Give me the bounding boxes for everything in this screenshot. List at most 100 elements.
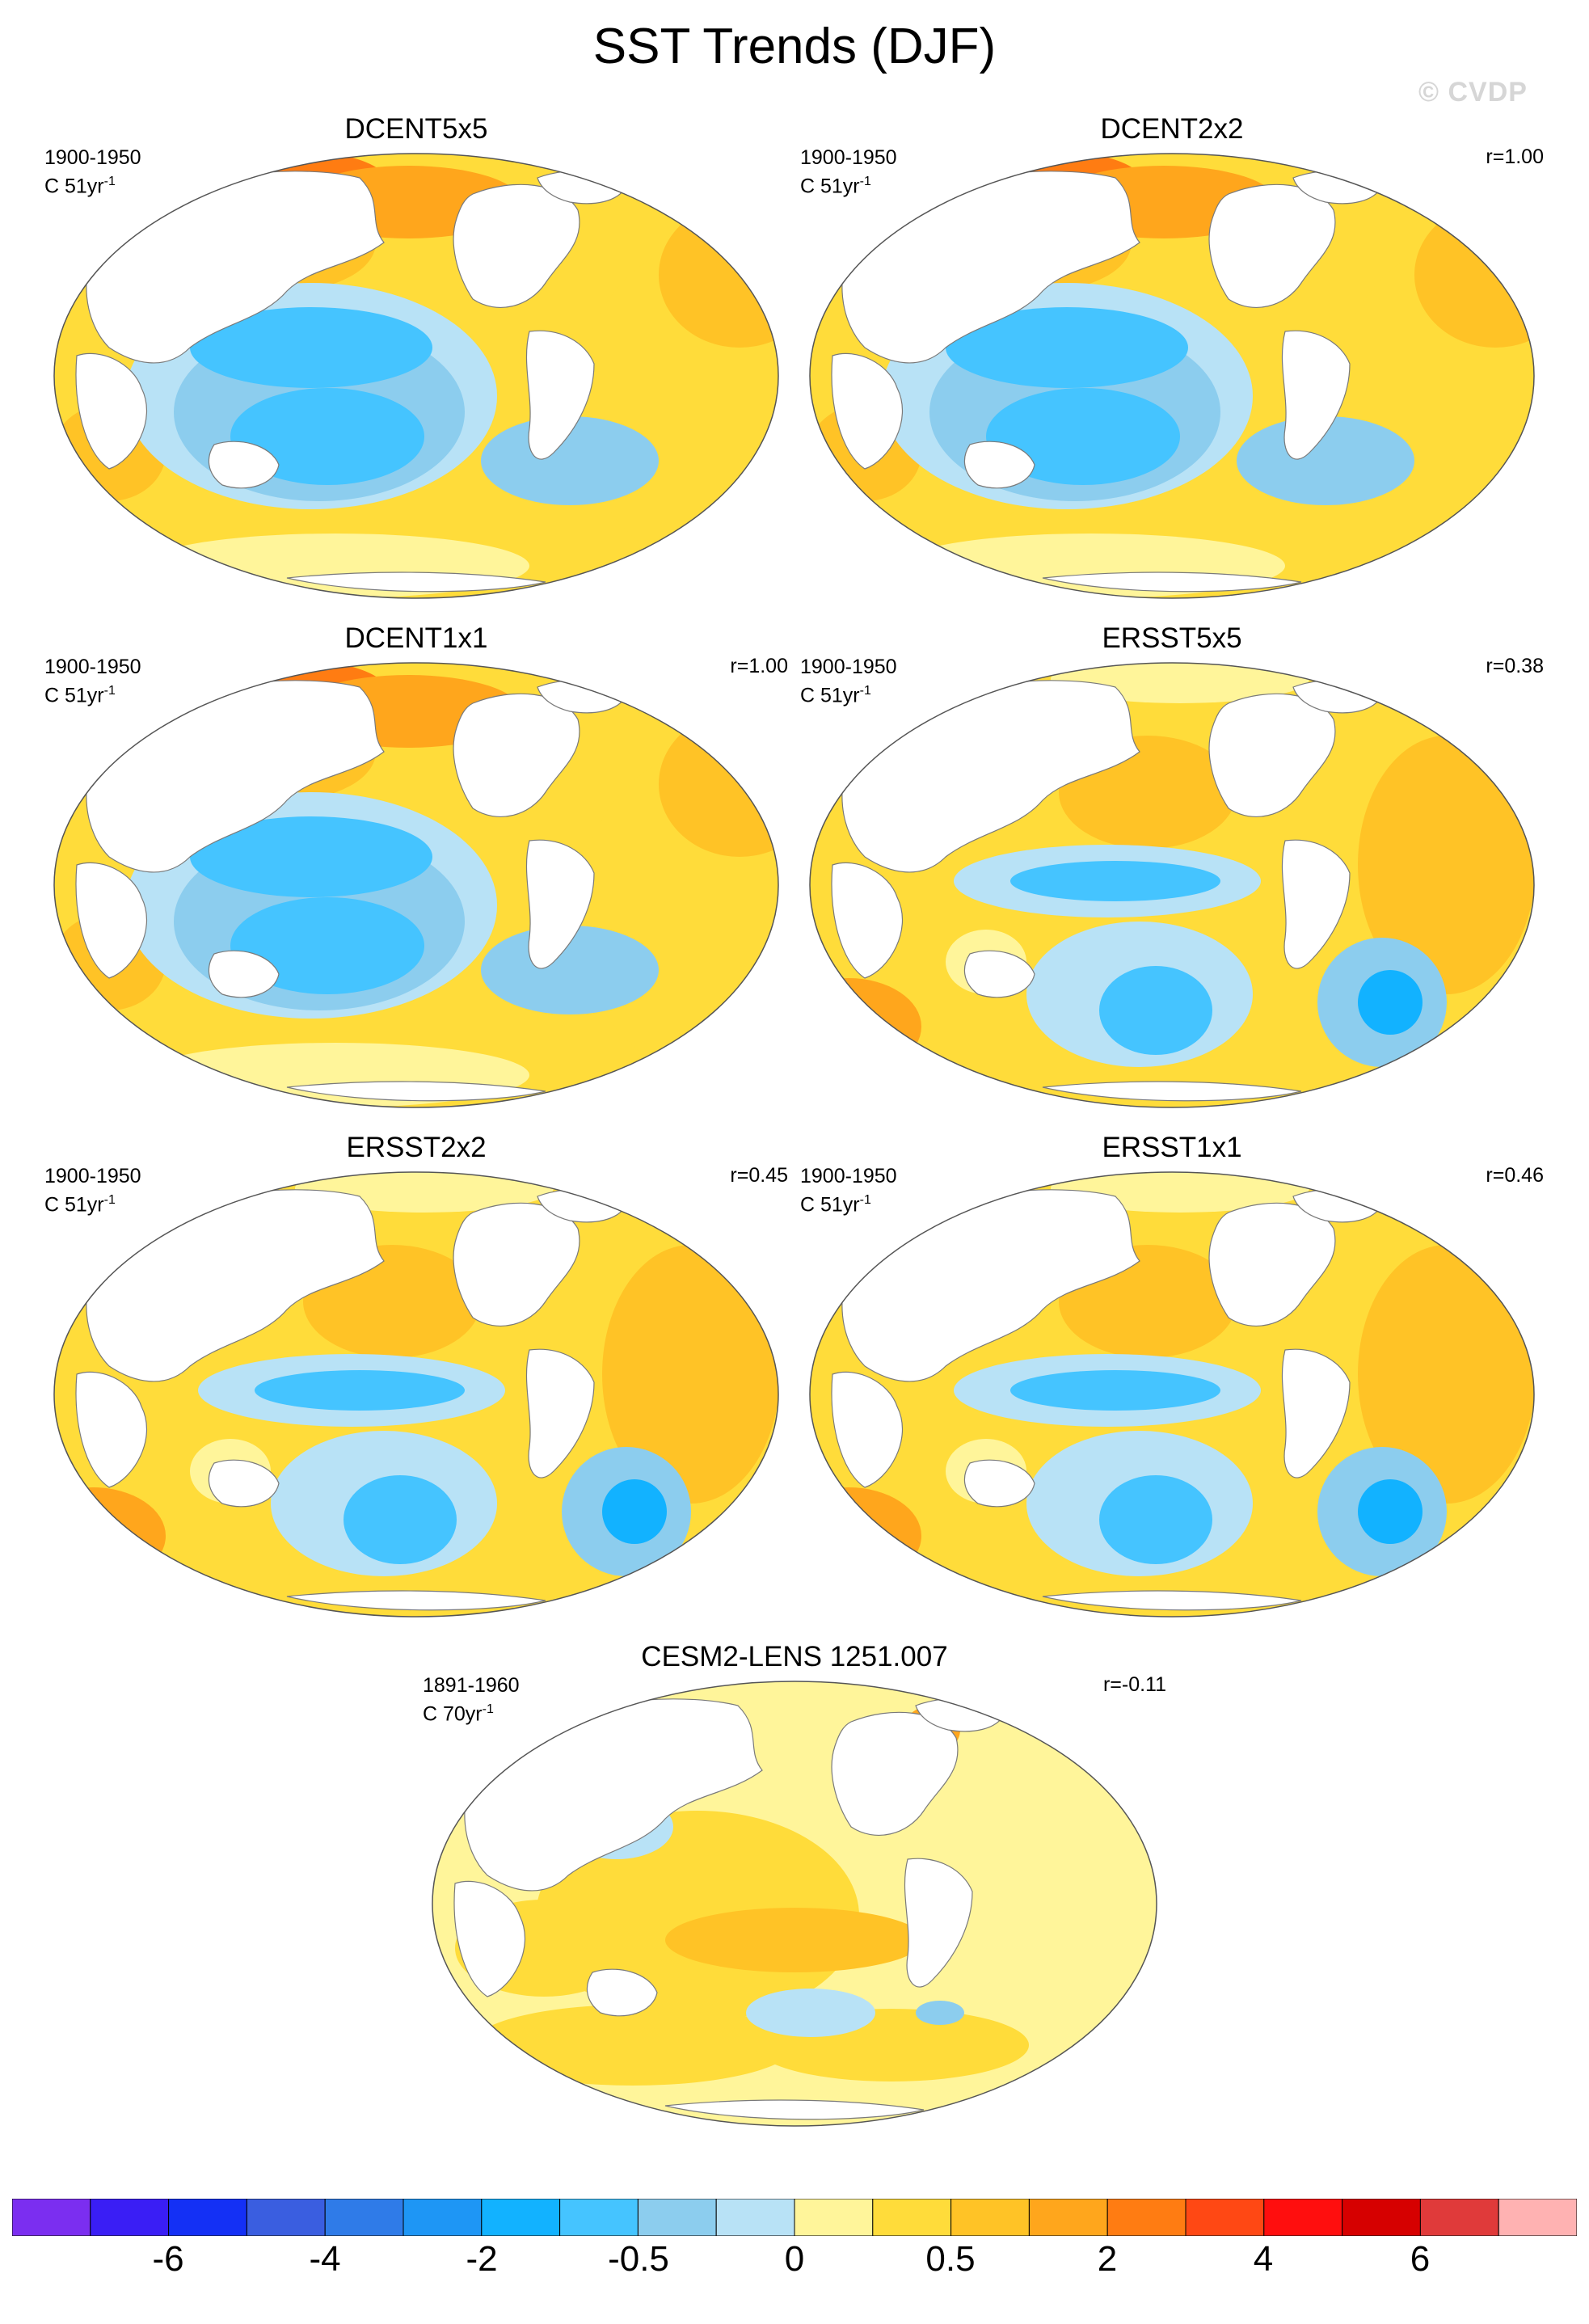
colorbar-label: 4	[1253, 2239, 1274, 2279]
map-panel-ersst1x1: ERSST1x1 1900-1950 C 51yr-1 r=0.46	[800, 1132, 1544, 1625]
landmass	[586, 1968, 658, 2017]
landmass	[1042, 1081, 1302, 1102]
landmass	[1281, 1348, 1351, 1478]
colorbar-swatch	[481, 2199, 561, 2236]
sst-contour	[190, 307, 432, 388]
panel-period: 1900-1950	[800, 656, 897, 678]
map-dcent5x5	[53, 153, 779, 599]
page-title: SST Trends (DJF)	[592, 19, 997, 74]
sst-contour	[1099, 966, 1212, 1055]
landmass	[963, 1459, 1035, 1508]
map-panel-ersst2x2: ERSST2x2 1900-1950 C 51yr-1 r=0.45	[44, 1132, 788, 1625]
landmass	[904, 1858, 973, 1988]
panel-units: C 51yr-1	[800, 175, 871, 198]
colorbar-swatch	[872, 2199, 952, 2236]
map-outline	[53, 153, 779, 599]
sst-field	[54, 154, 778, 598]
sst-contour	[1358, 970, 1423, 1035]
landmass	[831, 1371, 904, 1488]
landmass	[208, 441, 280, 489]
sst-contour	[1010, 1370, 1220, 1411]
panel-units: C 51yr-1	[44, 1193, 116, 1217]
landmass	[525, 839, 595, 969]
sst-contour	[1358, 1245, 1534, 1504]
colorbar-swatch	[246, 2199, 326, 2236]
colorbar-swatch	[559, 2199, 639, 2236]
colorbar-swatch	[794, 2199, 874, 2236]
landmass	[963, 950, 1035, 998]
panel-title: ERSST2x2	[346, 1132, 487, 1163]
panel-correlation: r=0.38	[1486, 655, 1544, 677]
panel-correlation: r=0.45	[730, 1164, 788, 1187]
landmass	[664, 2099, 925, 2120]
panel-correlation: r=1.00	[730, 655, 788, 677]
map-outline	[53, 662, 779, 1108]
colorbar-label: 0	[784, 2239, 805, 2279]
landmass	[75, 862, 148, 979]
map-outline	[809, 1171, 1535, 1618]
colorbar-swatch	[637, 2199, 717, 2236]
map-ersst5x5	[809, 662, 1535, 1108]
landmass	[1042, 1590, 1302, 1611]
landmass	[286, 1590, 546, 1611]
landmass	[208, 1459, 280, 1508]
sst-contour	[255, 1370, 465, 1411]
colorbar-label: 2	[1097, 2239, 1118, 2279]
map-outline	[809, 662, 1535, 1108]
panel-units: C 51yr-1	[800, 1193, 871, 1217]
sst-contour	[471, 2005, 794, 2086]
map-ersst1x1	[809, 1171, 1535, 1618]
colorbar-label: -0.5	[608, 2239, 669, 2279]
sst-contour	[946, 307, 1188, 388]
map-panel-ersst5x5: ERSST5x5 1900-1950 C 51yr-1 r=0.38	[800, 622, 1544, 1116]
colorbar-swatch	[324, 2199, 404, 2236]
landmass	[286, 1081, 546, 1102]
colorbar-swatch	[168, 2199, 247, 2236]
landmass	[1281, 330, 1351, 460]
map-dcent2x2	[809, 153, 1535, 599]
map-outline	[432, 1681, 1157, 2127]
panel-period: 1900-1950	[44, 656, 141, 678]
sst-field	[810, 663, 1534, 1107]
sst-field	[432, 1681, 1157, 2126]
panel-title: ERSST1x1	[1102, 1132, 1242, 1163]
colorbar-swatch	[1419, 2199, 1499, 2236]
panel-title: ERSST5x5	[1102, 622, 1242, 654]
sst-contour	[230, 897, 424, 994]
map-panel-cesm2-lens: CESM2-LENS 1251.007 1891-1960 C 70yr-1 r…	[423, 1641, 1166, 2134]
landmass	[208, 950, 280, 998]
colorbar-label: 0.5	[925, 2239, 976, 2279]
sst-contour	[602, 1245, 778, 1504]
colorbar-label: -4	[309, 2239, 341, 2279]
colorbar-swatch	[950, 2199, 1030, 2236]
landmass	[525, 330, 595, 460]
sst-field	[810, 154, 1534, 598]
colorbar-swatch	[715, 2199, 795, 2236]
colorbar-swatch	[1498, 2199, 1577, 2236]
landmass	[286, 572, 546, 593]
sst-contour	[1010, 861, 1220, 901]
watermark: © CVDP	[1418, 77, 1528, 108]
colorbar-label: 6	[1410, 2239, 1431, 2279]
panel-title: DCENT1x1	[344, 622, 488, 654]
landmass	[831, 352, 904, 470]
colorbar-swatch	[12, 2199, 91, 2236]
panel-period: 1891-1960	[423, 1674, 520, 1697]
map-panel-dcent5x5: DCENT5x5 1900-1950 C 51yr-1	[44, 113, 788, 606]
panel-period: 1900-1950	[44, 146, 141, 169]
colorbar-swatch	[1028, 2199, 1108, 2236]
landmass	[75, 352, 148, 470]
map-outline	[53, 1171, 779, 1618]
panel-period: 1900-1950	[800, 1165, 897, 1187]
panel-correlation: r=1.00	[1486, 146, 1544, 168]
panel-correlation: r=-0.11	[1102, 1673, 1166, 1696]
panel-correlation: r=0.46	[1486, 1164, 1544, 1187]
landmass	[963, 441, 1035, 489]
sst-field	[54, 663, 778, 1107]
panel-period: 1900-1950	[800, 146, 897, 169]
sst-contour	[190, 816, 432, 897]
colorbar-swatch	[403, 2199, 483, 2236]
sst-contour	[344, 1475, 457, 1564]
map-ersst2x2	[53, 1171, 779, 1618]
panel-title: DCENT5x5	[344, 113, 488, 145]
